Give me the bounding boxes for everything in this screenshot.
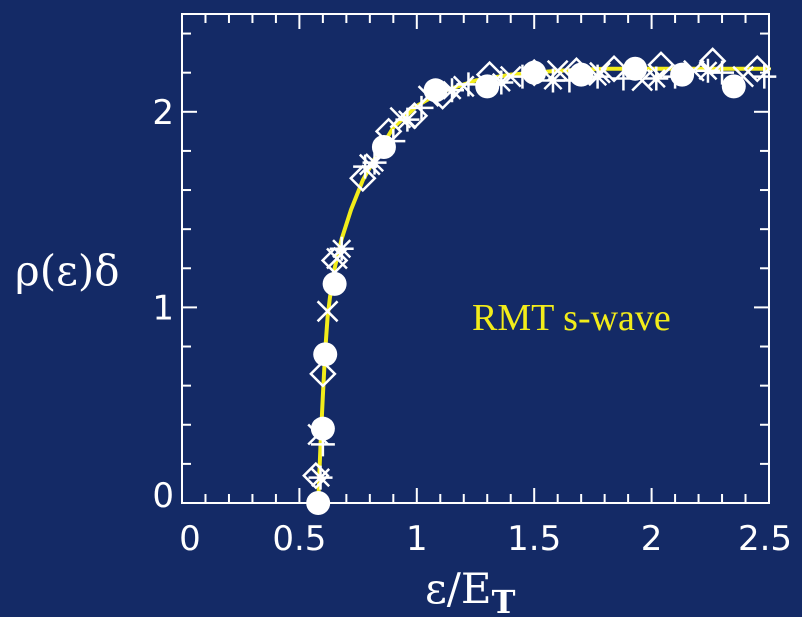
plus-marker (752, 64, 777, 89)
x-tick-label: 2 (641, 519, 663, 559)
cross-marker (452, 75, 475, 98)
y-tick-label: 0 (152, 476, 174, 516)
asterisk-marker (540, 68, 565, 93)
plus-marker (557, 68, 582, 93)
asterisk-marker (695, 58, 720, 83)
cross-marker (358, 153, 381, 176)
diamond-marker (302, 461, 330, 490)
y-tick-label: 2 (152, 93, 174, 133)
plus-marker (409, 95, 434, 120)
x-axis-label: ε/ET (425, 564, 516, 617)
diamond-marker (600, 55, 628, 83)
diamond-marker (647, 51, 675, 79)
diamond-marker (520, 58, 548, 87)
plus-marker (310, 432, 335, 457)
diamond-marker (309, 360, 337, 388)
asterisk-marker (440, 78, 465, 103)
asterisk-marker (362, 150, 387, 175)
circle-marker (322, 271, 347, 296)
asterisk-marker (308, 465, 333, 490)
plus-marker (611, 66, 636, 91)
diamond-marker (349, 164, 377, 193)
diamond-marker (475, 60, 504, 89)
plus-marker (663, 64, 688, 89)
y-axis-label: ρ(ε)δ (15, 246, 120, 295)
diamond-marker (374, 117, 403, 146)
plus-marker (456, 72, 481, 97)
plus-marker (381, 129, 406, 154)
rmt-curve (316, 66, 771, 505)
x-axis-label-main: ε/E (425, 564, 492, 613)
x-tick-label: 0.5 (272, 519, 326, 559)
plot-frame-group (181, 13, 770, 504)
x-axis-label-subscript: T (492, 583, 516, 617)
markers-group (302, 47, 777, 515)
plus-marker (710, 60, 735, 85)
circle-marker (306, 491, 331, 515)
circle-marker (313, 342, 338, 367)
asterisk-marker (644, 66, 669, 91)
cross-marker (316, 300, 339, 323)
plot-frame (181, 13, 770, 504)
asterisk-marker (329, 236, 354, 261)
asterisk-marker (395, 107, 420, 132)
asterisk-marker (585, 64, 610, 89)
circle-marker (623, 56, 648, 81)
cross-marker (732, 65, 755, 88)
plus-marker (510, 64, 535, 89)
x-tick-label: 2.5 (738, 519, 792, 559)
diamond-marker (562, 56, 591, 85)
asterisk-marker (489, 70, 514, 95)
circle-marker (475, 74, 500, 99)
x-tick-label: 0 (179, 519, 201, 559)
curve-group (316, 66, 771, 505)
x-tick-label: 1 (406, 519, 428, 559)
tick-labels-group: 0 0.5 1 1.5 2 2.5 0 1 2 (152, 93, 792, 559)
y-tick-label: 1 (152, 288, 174, 328)
cross-marker (307, 423, 330, 446)
rmt-annotation: RMT s-wave (472, 297, 671, 339)
x-tick-label: 1.5 (507, 519, 561, 559)
plus-marker (353, 154, 378, 179)
